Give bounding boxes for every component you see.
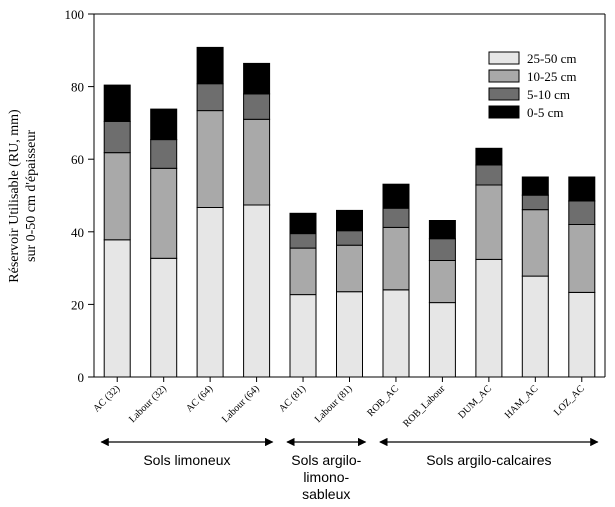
bar-5-series-1 [289, 294, 317, 378]
x-tick-label-6: Labour (81) [313, 383, 355, 425]
group-label-2-line-3: sableux [302, 486, 350, 502]
bar-2-series-2 [150, 167, 178, 259]
x-tick-label-1: AC (32) [91, 383, 122, 414]
bar-7-series-1 [382, 289, 410, 378]
bar-3-series-2 [196, 110, 224, 208]
legend-swatch-2 [488, 69, 520, 83]
bar-5-series-2 [289, 247, 317, 296]
bar-2-series-4 [150, 108, 178, 141]
bar-1-series-3 [103, 120, 131, 154]
x-tick-label-7: ROB_AC [365, 383, 401, 419]
legend-swatch-4 [488, 105, 520, 119]
legend-label-4: 0-5 cm [527, 105, 563, 120]
y-axis-label-line-1: Réservoir Utilisable (RU, mm) [7, 109, 22, 283]
bar-4-series-2 [243, 118, 271, 206]
bar-2-series-1 [150, 257, 178, 378]
bar-7-series-3 [382, 207, 410, 228]
bar-1-series-2 [103, 152, 131, 241]
y-tick-label-2: 20 [71, 297, 84, 312]
bar-5-series-3 [289, 233, 317, 249]
bar-1-series-1 [103, 239, 131, 378]
x-tick-label-8: ROB_Labour [401, 383, 448, 430]
bar-8-series-4 [428, 220, 456, 240]
bar-8-series-2 [428, 260, 456, 304]
bar-9-series-4 [475, 147, 503, 166]
bar-8-series-3 [428, 238, 456, 261]
legend-swatch-1 [488, 51, 520, 65]
bar-9-series-2 [475, 184, 503, 260]
bar-6-series-2 [336, 244, 363, 293]
y-axis-label: Réservoir Utilisable (RU, mm) sur 0-50 c… [7, 109, 39, 283]
bar-8-series-1 [428, 302, 456, 378]
bar-4-series-3 [243, 93, 271, 120]
y-tick-label-4: 60 [71, 152, 84, 167]
y-tick-label-3: 40 [71, 225, 84, 240]
bar-9-series-1 [475, 258, 503, 378]
x-tick-label-5: AC (81) [277, 383, 308, 414]
legend-label-2: 10-25 cm [527, 69, 576, 84]
group-annotations: Sols limoneux Sols argilo-limono-sableux S… [100, 437, 599, 502]
bar-6-series-4 [336, 209, 363, 232]
legend-label-1: 25-50 cm [527, 51, 576, 66]
bar-3-series-4 [196, 46, 224, 85]
bar-4-series-4 [243, 62, 271, 95]
bar-10-series-2 [521, 209, 549, 277]
bar-11-series-4 [568, 176, 596, 202]
bar-10-series-1 [521, 275, 549, 378]
bar-10-series-4 [521, 176, 549, 196]
bar-1-series-4 [103, 84, 131, 122]
bar-3-series-3 [196, 83, 224, 112]
bar-7-series-4 [382, 183, 410, 209]
legend-label-3: 5-10 cm [527, 87, 570, 102]
y-tick-label-5: 80 [71, 80, 84, 95]
bar-6-series-1 [336, 291, 363, 378]
bar-11-series-2 [568, 224, 596, 293]
bar-10-series-3 [521, 194, 549, 211]
group-label-2-line-1: Sols argilo- [291, 452, 361, 468]
group-label-3-line-1: Sols argilo-calcaires [426, 452, 551, 468]
x-tick-label-10: HAM_AC [503, 383, 541, 421]
bar-11-series-1 [568, 291, 596, 378]
y-tick-label-1: 0 [78, 370, 85, 385]
bar-3-series-1 [196, 207, 224, 378]
group-label-1-line-1: Sols limoneux [143, 452, 230, 468]
x-tick-label-11: LOZ_AC [552, 383, 587, 418]
x-tick-label-2: Labour (32) [127, 383, 169, 425]
x-tick-label-9: DUM_AC [456, 383, 494, 421]
x-tick-label-4: Labour (64) [220, 383, 262, 425]
legend: 25-50 cm 10-25 cm 5-10 cm 0-5 cm [488, 51, 576, 120]
group-label-2-line-2: limono- [303, 469, 349, 485]
x-tick-label-3: AC (64) [184, 383, 215, 414]
bar-6-series-3 [336, 230, 363, 246]
y-tick-label-6: 100 [65, 7, 85, 22]
bar-4-series-1 [243, 204, 271, 378]
legend-swatch-3 [488, 87, 520, 101]
bar-11-series-3 [568, 200, 596, 225]
y-axis-label-line-2: sur 0-50 cm d'épaisseur [24, 130, 39, 262]
bar-7-series-2 [382, 226, 410, 291]
bar-5-series-4 [289, 212, 317, 235]
bar-9-series-3 [475, 164, 503, 186]
bar-2-series-3 [150, 139, 178, 169]
